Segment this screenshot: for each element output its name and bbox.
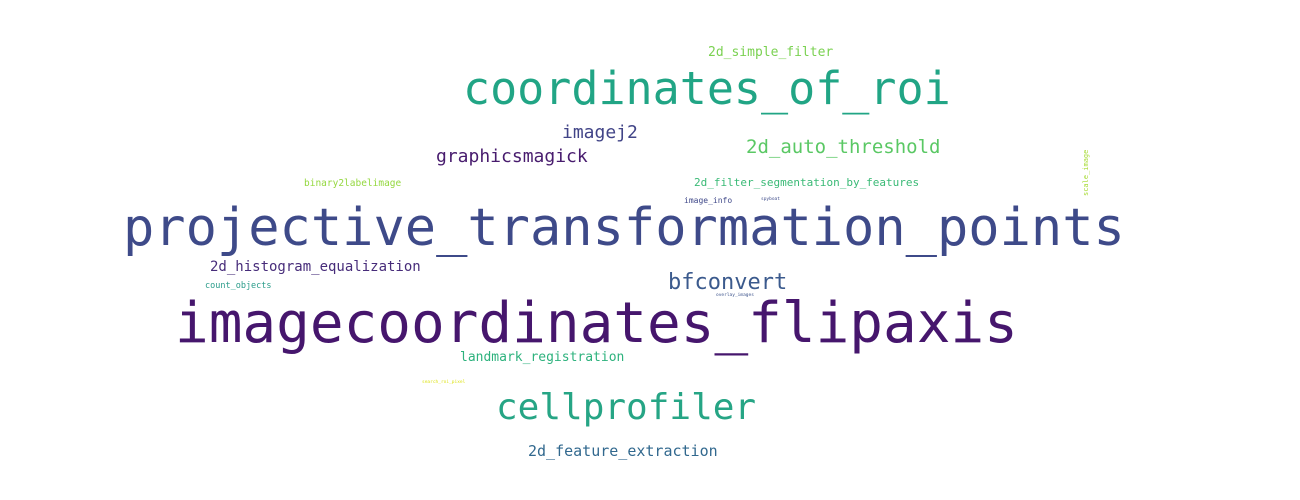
word-count-objects: count_objects — [205, 281, 272, 291]
word-landmark-registration: landmark_registration — [460, 350, 625, 365]
word-2d-histogram-equalization: 2d_histogram_equalization — [210, 259, 421, 275]
word-2d-feature-extraction: 2d_feature_extraction — [528, 442, 718, 460]
word-coordinates-of-roi: coordinates_of_roi — [463, 62, 951, 115]
word-cellprofiler: cellprofiler — [496, 387, 757, 428]
word-image-info: image_info — [684, 196, 733, 205]
word-search-roi-pixel: search_roi_pixel — [422, 380, 466, 385]
word-imagej2: imagej2 — [562, 122, 638, 143]
word-graphicsmagick: graphicsmagick — [436, 146, 588, 167]
word-spyboat: spyboat — [761, 197, 780, 202]
word-projective-transformation-points: projective_transformation_points — [123, 198, 1125, 258]
word-overlay-images: overlay_images — [716, 293, 754, 298]
word-2d-auto-threshold: 2d_auto_threshold — [746, 136, 941, 158]
word-bfconvert: bfconvert — [668, 270, 788, 295]
word-imagecoordinates-flipaxis: imagecoordinates_flipaxis — [175, 291, 1018, 356]
word-binary2labelimage: binary2labelimage — [304, 178, 402, 189]
word-2d-filter-segmentation-by-features: 2d_filter_segmentation_by_features — [694, 176, 920, 189]
word-2d-simple-filter: 2d_simple_filter — [708, 45, 834, 60]
word-scale-image: scale_image — [1082, 149, 1090, 196]
